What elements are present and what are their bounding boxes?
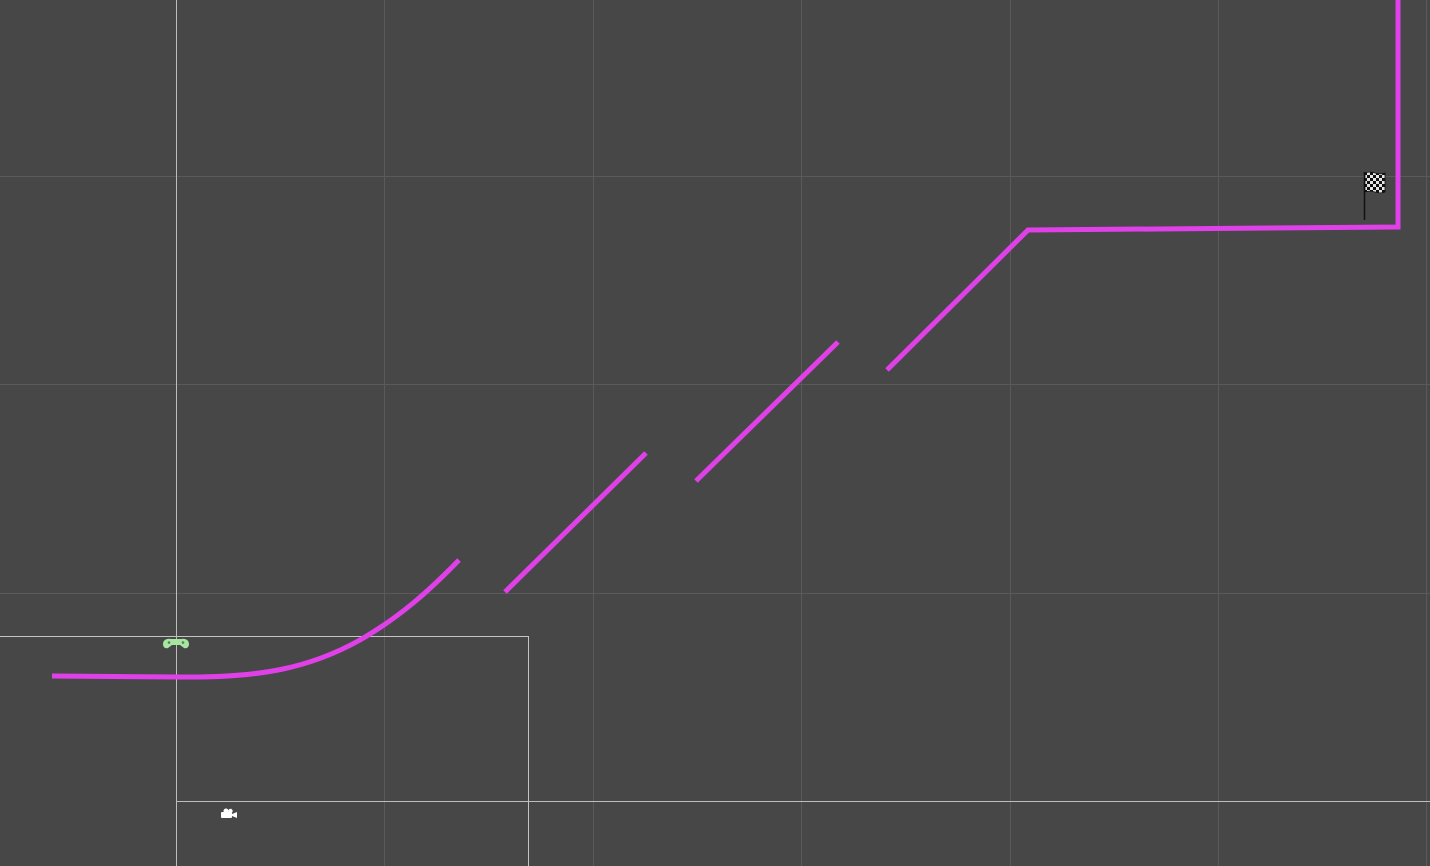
gamepad-icon-body [163,638,189,649]
track-segment-curve[interactable] [51,558,461,680]
flag-cloth [1364,171,1386,194]
world-axes [176,0,1430,866]
checkered-flag-icon[interactable] [1363,171,1386,220]
track-segment-ramp-2[interactable] [694,340,840,483]
track-segment-final[interactable] [885,0,1401,372]
camera-view-frame[interactable] [0,636,529,866]
camera-icon-lens [232,812,237,818]
track[interactable] [51,0,1401,680]
gamepad-icon[interactable] [163,638,189,649]
gamepad-icon-button [181,641,185,644]
camera-icon-body [221,812,232,818]
camera-icon[interactable] [221,808,237,819]
track-segment-ramp-1[interactable] [503,451,648,594]
gamepad-icon-button [167,641,171,644]
